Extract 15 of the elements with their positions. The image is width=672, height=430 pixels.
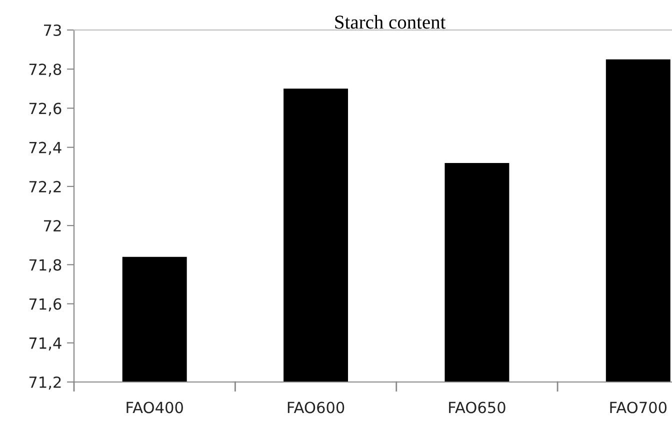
- x-tick-label: FAO600: [288, 402, 344, 414]
- x-tick-label: FAO650: [449, 402, 506, 414]
- y-tick-label: 71,6: [29, 298, 62, 312]
- y-tick-label: 72,2: [29, 180, 61, 194]
- chart-title: Starch content: [335, 15, 446, 29]
- x-tick-label: FAO400: [126, 402, 183, 414]
- y-tick-label: 71,4: [29, 338, 62, 350]
- y-tick-label: 72,8: [29, 64, 62, 77]
- y-tick-label: 71,8: [29, 259, 62, 272]
- y-tick-label: 71,2: [29, 376, 61, 390]
- y-tick-label: 72: [44, 220, 61, 232]
- y-tick-label: 72,6: [29, 102, 62, 116]
- y-tick-label: 72,4: [29, 142, 62, 155]
- y-tick-label: 73: [44, 24, 61, 36]
- x-tick-label: FAO700: [610, 402, 667, 414]
